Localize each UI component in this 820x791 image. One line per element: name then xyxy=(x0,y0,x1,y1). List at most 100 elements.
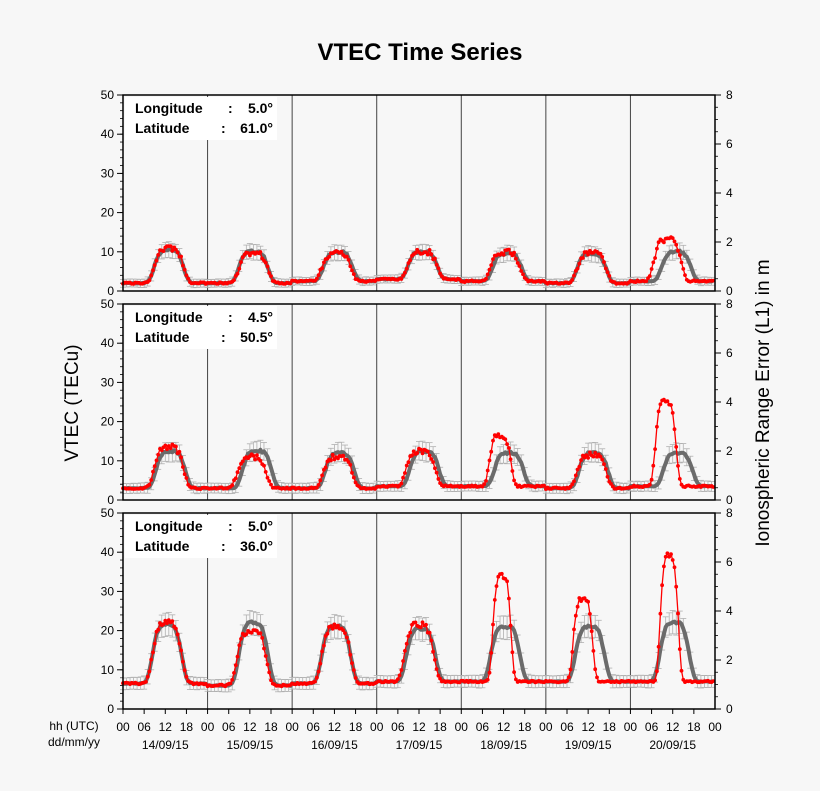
observed-point xyxy=(233,476,238,481)
observed-point xyxy=(350,661,354,665)
right-y-tick-label: 6 xyxy=(726,137,733,151)
observed-point xyxy=(674,445,679,449)
observed-point xyxy=(503,437,508,442)
observed-point xyxy=(151,469,155,474)
panel-2: 0102030405002468Longitude:4.5°Latitude:5… xyxy=(101,297,733,507)
observed-point xyxy=(147,482,152,487)
x-tick-label-hour: 00 xyxy=(624,720,638,734)
x-tick-label-hour: 12 xyxy=(243,720,257,734)
observed-point xyxy=(154,258,159,263)
observed-point xyxy=(651,260,656,265)
observed-point xyxy=(669,403,673,407)
observed-point xyxy=(436,266,441,271)
right-y-tick-label: 2 xyxy=(726,444,733,458)
x-tick-label-hour: 12 xyxy=(666,720,680,734)
observed-point xyxy=(605,474,610,479)
observed-point xyxy=(262,646,266,651)
observed-point xyxy=(508,457,513,462)
observed-point xyxy=(177,449,182,454)
observed-point xyxy=(401,659,405,663)
observed-point xyxy=(179,254,184,259)
x-tick-label-hour: 18 xyxy=(687,720,701,734)
observed-point xyxy=(598,454,603,459)
observed-point xyxy=(501,252,506,257)
observed-point xyxy=(258,250,263,254)
observed-point xyxy=(228,681,233,686)
observed-point xyxy=(492,598,497,602)
x-tick-label-hour: 00 xyxy=(116,720,130,734)
observed-point xyxy=(346,460,351,464)
observed-point xyxy=(237,266,242,271)
panel-frame xyxy=(122,303,716,501)
observed-point xyxy=(251,453,256,458)
observed-point xyxy=(591,454,596,459)
observed-point xyxy=(577,596,582,600)
observed-point xyxy=(711,485,716,489)
observed-point xyxy=(489,651,494,655)
observed-point xyxy=(399,277,404,281)
observed-point xyxy=(586,456,590,460)
observed-point xyxy=(168,244,173,249)
observed-point xyxy=(433,658,437,662)
observed-point xyxy=(568,667,573,672)
x-tick-label-hour: 00 xyxy=(370,720,384,734)
x-tick-label-hour: 18 xyxy=(518,720,532,734)
observed-point xyxy=(263,470,268,474)
observed-point xyxy=(179,648,184,653)
observed-point xyxy=(482,482,487,487)
observed-point xyxy=(413,251,418,255)
observed-point xyxy=(514,482,518,487)
observed-point xyxy=(330,452,335,457)
latitude-colon: : xyxy=(221,538,226,554)
station-info-box xyxy=(125,515,277,558)
observed-point xyxy=(658,402,663,407)
latitude-colon: : xyxy=(221,120,226,136)
observed-point xyxy=(665,399,670,404)
observed-point xyxy=(489,449,494,454)
observed-point xyxy=(406,634,411,638)
observed-point xyxy=(494,584,499,588)
latitude-value: 36.0° xyxy=(240,538,273,554)
left-y-tick-label: 40 xyxy=(101,127,115,141)
left-y-tick-label: 40 xyxy=(101,545,115,559)
left-y-tick-label: 50 xyxy=(101,297,115,311)
observed-point xyxy=(672,427,677,432)
observed-point xyxy=(401,273,405,278)
observed-point xyxy=(508,623,513,628)
panel-3: 0102030405002468Longitude:5.0°Latitude:3… xyxy=(101,506,733,716)
observed-point xyxy=(491,622,495,627)
observed-point xyxy=(170,248,175,253)
observed-point xyxy=(329,624,333,628)
observed-point xyxy=(408,630,413,635)
observed-point xyxy=(396,677,400,681)
observed-point xyxy=(521,272,525,277)
observed-point xyxy=(262,463,266,468)
x-tick-label-hour: 00 xyxy=(285,720,299,734)
observed-point xyxy=(672,239,677,244)
observed-point xyxy=(656,644,661,649)
observed-point xyxy=(515,261,520,265)
observed-point xyxy=(644,279,649,283)
observed-point xyxy=(665,551,670,556)
observed-point xyxy=(350,470,354,475)
x-tick-label-hour: 12 xyxy=(581,720,595,734)
observed-point xyxy=(182,267,187,272)
x-axis-label-date: dd/mm/yy xyxy=(48,735,100,749)
observed-point xyxy=(406,261,411,265)
x-tick-label-hour: 06 xyxy=(476,720,490,734)
observed-point xyxy=(318,661,323,666)
x-axis-group: 00 06 12 18 14/09/15 00 06 12 18 15/09/15 00 06 12 18… xyxy=(116,709,722,752)
observed-point xyxy=(499,571,504,576)
observed-point xyxy=(399,481,404,486)
observed-point xyxy=(144,680,148,684)
latitude-colon: : xyxy=(221,329,226,345)
observed-point xyxy=(676,248,680,253)
observed-point xyxy=(677,253,682,258)
observed-point xyxy=(510,650,515,655)
observed-point xyxy=(184,273,189,278)
observed-point xyxy=(404,463,409,468)
observed-point xyxy=(353,480,358,485)
observed-point xyxy=(237,643,242,648)
chart-title: VTEC Time Series xyxy=(318,39,523,66)
observed-point xyxy=(154,458,159,463)
